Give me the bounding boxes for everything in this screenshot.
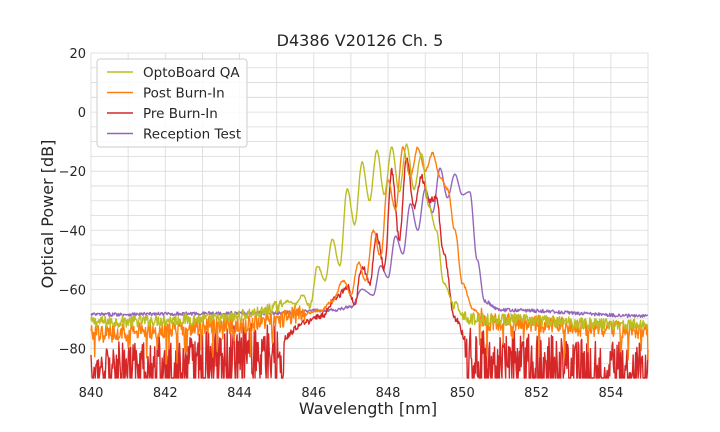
series-line-reception-test: [90, 167, 649, 319]
x-tick-label: 844: [227, 386, 252, 401]
x-tick-label: 854: [598, 386, 623, 401]
x-tick-label: 842: [153, 386, 178, 401]
y-tick-label: −40: [59, 224, 86, 239]
legend-label: Pre Burn-In: [143, 106, 218, 122]
legend-label: Post Burn-In: [143, 86, 225, 102]
x-tick-label: 852: [524, 386, 549, 401]
legend-label: Reception Test: [143, 127, 241, 143]
legend-label: OptoBoard QA: [143, 65, 240, 81]
y-tick-label: 20: [69, 47, 86, 62]
x-tick-label: 848: [376, 386, 401, 401]
tick-labels: 840 842 844 846 848 850 852 854 −80 −60 −40 −20 0 20: [59, 47, 624, 401]
x-tick-label: 840: [79, 386, 104, 401]
series-line-optoboard-qa: [90, 143, 649, 331]
x-tick-label: 846: [301, 386, 326, 401]
legend-box: [96, 58, 248, 148]
x-axis-label: Wavelength [nm]: [299, 399, 437, 418]
y-axis-label: Optical Power [dB]: [38, 140, 57, 289]
y-tick-label: −60: [59, 283, 86, 298]
series-line-pre-burn-in: [90, 157, 649, 379]
series-layer: [90, 143, 649, 379]
chart-title: D4386 V20126 Ch. 5: [277, 31, 444, 50]
x-tick-label: 850: [450, 386, 475, 401]
y-tick-label: 0: [78, 106, 86, 121]
y-tick-label: −20: [59, 165, 86, 180]
legend: OptoBoard QA Post Burn-In Pre Burn-In Recep…: [96, 58, 248, 148]
y-tick-label: −80: [59, 342, 86, 357]
